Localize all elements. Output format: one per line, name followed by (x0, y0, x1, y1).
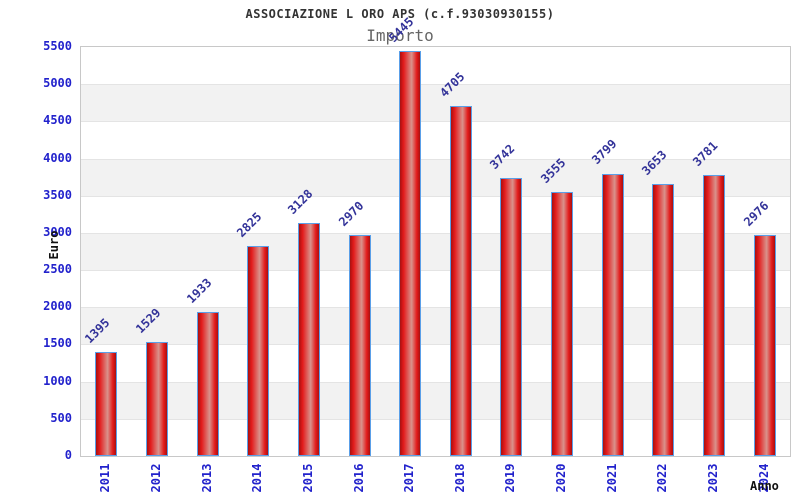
bar-2023 (703, 174, 726, 456)
bar-2022 (652, 184, 675, 456)
x-tick-label-2021: 2021 (604, 463, 619, 493)
grid-band (81, 418, 790, 456)
x-tick-label-2017: 2017 (402, 463, 417, 493)
y-tick-label-1000: 1000 (43, 373, 72, 388)
x-tick-label-2018: 2018 (452, 463, 467, 493)
x-tick-label-2013: 2013 (199, 463, 214, 493)
x-tick-label-2011: 2011 (98, 463, 113, 493)
x-tick-label-2020: 2020 (554, 463, 569, 493)
grid-band (81, 232, 790, 271)
x-axis-title: Anno (750, 479, 779, 493)
x-tick-label-2014: 2014 (250, 463, 265, 493)
grid-band (81, 344, 790, 382)
y-tick-label-4500: 4500 (43, 113, 72, 128)
x-tick-label-2016: 2016 (351, 463, 366, 493)
grid-band (81, 47, 790, 85)
grid-band (81, 158, 790, 196)
bar-2017 (399, 51, 422, 456)
bar-2024 (753, 234, 776, 456)
grid-band (81, 270, 790, 308)
grid-band (81, 195, 790, 233)
y-tick-label-5000: 5000 (43, 76, 72, 91)
grid-band (81, 84, 790, 122)
bar-2019 (500, 177, 523, 456)
x-tick-label-2022: 2022 (655, 463, 670, 493)
y-axis-title: Euro (47, 230, 61, 260)
bar-2014 (247, 245, 270, 456)
bar-2011 (95, 352, 118, 456)
x-tick-label-2012: 2012 (148, 463, 163, 493)
bar-2015 (297, 223, 320, 456)
y-tick-label-4000: 4000 (43, 150, 72, 165)
bar-2021 (601, 173, 624, 456)
grid-band (81, 121, 790, 159)
y-tick-label-2500: 2500 (43, 262, 72, 277)
y-tick-label-0: 0 (64, 448, 72, 462)
x-tick-label-2019: 2019 (503, 463, 518, 493)
bar-2012 (145, 342, 168, 456)
grid-band (81, 307, 790, 345)
x-tick-label-2015: 2015 (300, 463, 315, 493)
bar-2013 (196, 312, 219, 456)
plot-area (80, 46, 791, 457)
y-tick-label-5500: 5500 (43, 39, 72, 53)
bar-2016 (348, 235, 371, 456)
bar-2020 (551, 191, 574, 456)
y-tick-label-500: 500 (50, 410, 72, 425)
chart-title: ASSOCIAZIONE L ORO APS (c.f.93030930155) (245, 7, 555, 21)
bar-2018 (449, 106, 472, 456)
y-tick-label-1500: 1500 (43, 336, 72, 351)
y-tick-label-3000: 3000 (43, 224, 72, 239)
grid-band (81, 381, 790, 419)
x-tick-label-2023: 2023 (706, 463, 721, 493)
y-tick-label-2000: 2000 (43, 299, 72, 314)
chart-subtitle: Importo (366, 26, 434, 45)
y-tick-label-3500: 3500 (43, 187, 72, 202)
